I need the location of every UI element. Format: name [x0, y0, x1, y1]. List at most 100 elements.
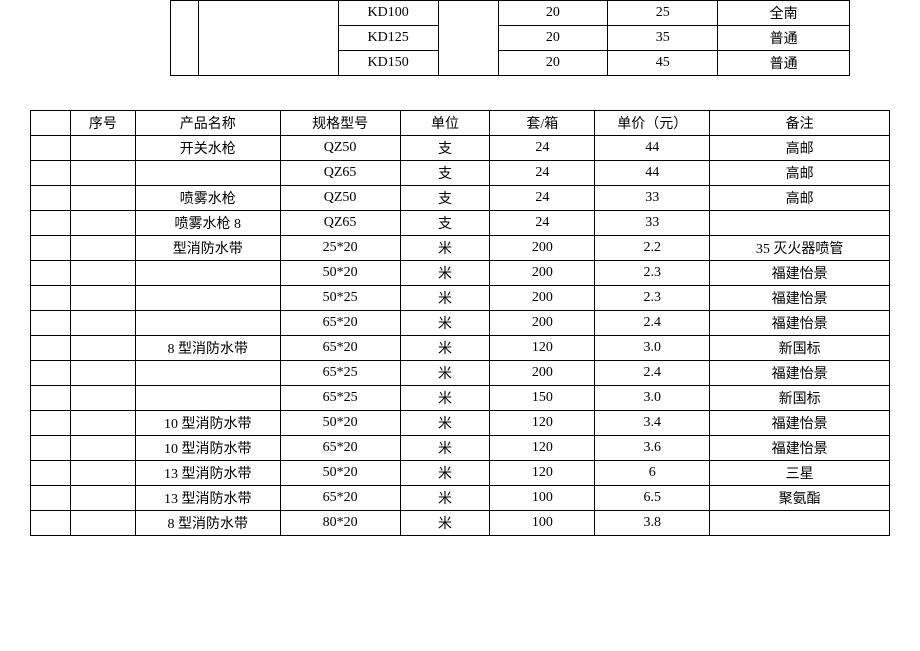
- cell-name: [135, 161, 280, 186]
- cell-seq: [70, 486, 135, 511]
- cell-seq: [70, 136, 135, 161]
- cell-spec: QZ50: [280, 186, 400, 211]
- table1-model-2: KD150: [338, 51, 438, 76]
- table-row: 10 型消防水带65*20米1203.6福建怡景: [31, 436, 890, 461]
- cell-unit: 米: [400, 261, 490, 286]
- cell-seq: [70, 386, 135, 411]
- cell-unit: 米: [400, 461, 490, 486]
- cell-price: 3.8: [595, 511, 710, 536]
- cell-name: 8 型消防水带: [135, 511, 280, 536]
- header-blank: [31, 111, 71, 136]
- header-unit: 单位: [400, 111, 490, 136]
- cell-spec: 50*20: [280, 461, 400, 486]
- cell-remark: 福建怡景: [710, 361, 890, 386]
- table1-price-0: 25: [608, 1, 718, 26]
- cell-spec: 65*20: [280, 486, 400, 511]
- cell-qty: 200: [490, 236, 595, 261]
- cell-unit: 米: [400, 511, 490, 536]
- table-row: 喷雾水枪 8QZ65支2433: [31, 211, 890, 236]
- table1-blank-col-c: [438, 1, 498, 76]
- cell-qty: 200: [490, 361, 595, 386]
- cell-qty: 120: [490, 461, 595, 486]
- cell-price: 2.2: [595, 236, 710, 261]
- cell-spec: 80*20: [280, 511, 400, 536]
- cell-price: 44: [595, 161, 710, 186]
- cell-spec: 50*20: [280, 261, 400, 286]
- cell-remark: 福建怡景: [710, 436, 890, 461]
- table-row: 65*25米2002.4福建怡景: [31, 361, 890, 386]
- cell-unit: 米: [400, 286, 490, 311]
- cell-remark: 高邮: [710, 136, 890, 161]
- cell-qty: 24: [490, 186, 595, 211]
- cell-qty: 200: [490, 311, 595, 336]
- cell-price: 3.0: [595, 336, 710, 361]
- cell-seq: [70, 311, 135, 336]
- cell-unit: 米: [400, 236, 490, 261]
- table-row: 50*25米2002.3福建怡景: [31, 286, 890, 311]
- cell-qty: 120: [490, 411, 595, 436]
- cell-spec: 65*20: [280, 436, 400, 461]
- cell-seq: [70, 161, 135, 186]
- cell-name: [135, 386, 280, 411]
- header-price: 单价（元）: [595, 111, 710, 136]
- cell-seq: [70, 236, 135, 261]
- cell-qty: 24: [490, 211, 595, 236]
- cell-price: 3.4: [595, 411, 710, 436]
- cell-remark: 高邮: [710, 186, 890, 211]
- table1-qty-0: 20: [498, 1, 608, 26]
- table-row: 8 型消防水带80*20米1003.8: [31, 511, 890, 536]
- cell-spec: 65*20: [280, 336, 400, 361]
- table1-price-1: 35: [608, 26, 718, 51]
- cell-blank: [31, 286, 71, 311]
- cell-unit: 支: [400, 161, 490, 186]
- table1-qty-1: 20: [498, 26, 608, 51]
- cell-qty: 150: [490, 386, 595, 411]
- cell-blank: [31, 436, 71, 461]
- cell-remark: 三星: [710, 461, 890, 486]
- cell-price: 2.3: [595, 261, 710, 286]
- table1-blank-col-a: [171, 1, 199, 76]
- table-row: QZ65支2444高邮: [31, 161, 890, 186]
- table-row: 65*20米2002.4福建怡景: [31, 311, 890, 336]
- cell-spec: 25*20: [280, 236, 400, 261]
- cell-name: 13 型消防水带: [135, 486, 280, 511]
- header-qty: 套/箱: [490, 111, 595, 136]
- cell-seq: [70, 461, 135, 486]
- top-spec-table: KD100 20 25 全南 KD125 20 35 普通 KD150 20 4…: [170, 0, 850, 76]
- cell-seq: [70, 361, 135, 386]
- cell-spec: QZ50: [280, 136, 400, 161]
- table-row: 喷雾水枪QZ50支2433高邮: [31, 186, 890, 211]
- cell-qty: 24: [490, 136, 595, 161]
- table1-remark-2: 普通: [718, 51, 850, 76]
- cell-name: [135, 261, 280, 286]
- cell-spec: QZ65: [280, 211, 400, 236]
- cell-name: [135, 361, 280, 386]
- cell-seq: [70, 336, 135, 361]
- cell-qty: 200: [490, 261, 595, 286]
- table-row: 50*20米2002.3福建怡景: [31, 261, 890, 286]
- product-price-table: 序号 产品名称 规格型号 单位 套/箱 单价（元） 备注 开关水枪QZ50支24…: [30, 110, 890, 536]
- cell-blank: [31, 411, 71, 436]
- cell-price: 3.0: [595, 386, 710, 411]
- cell-blank: [31, 236, 71, 261]
- cell-unit: 米: [400, 386, 490, 411]
- cell-name: 喷雾水枪: [135, 186, 280, 211]
- cell-remark: 高邮: [710, 161, 890, 186]
- cell-unit: 米: [400, 311, 490, 336]
- header-name: 产品名称: [135, 111, 280, 136]
- cell-blank: [31, 161, 71, 186]
- cell-spec: 65*25: [280, 361, 400, 386]
- cell-price: 2.4: [595, 361, 710, 386]
- cell-qty: 100: [490, 511, 595, 536]
- table1-remark-1: 普通: [718, 26, 850, 51]
- cell-unit: 支: [400, 186, 490, 211]
- cell-name: 喷雾水枪 8: [135, 211, 280, 236]
- cell-remark: 聚氨酯: [710, 486, 890, 511]
- table-row: 型消防水带25*20米2002.235 灭火器喷管: [31, 236, 890, 261]
- table-row: 13 型消防水带50*20米1206三星: [31, 461, 890, 486]
- cell-blank: [31, 311, 71, 336]
- cell-remark: [710, 211, 890, 236]
- cell-name: 10 型消防水带: [135, 411, 280, 436]
- cell-blank: [31, 361, 71, 386]
- cell-unit: 米: [400, 486, 490, 511]
